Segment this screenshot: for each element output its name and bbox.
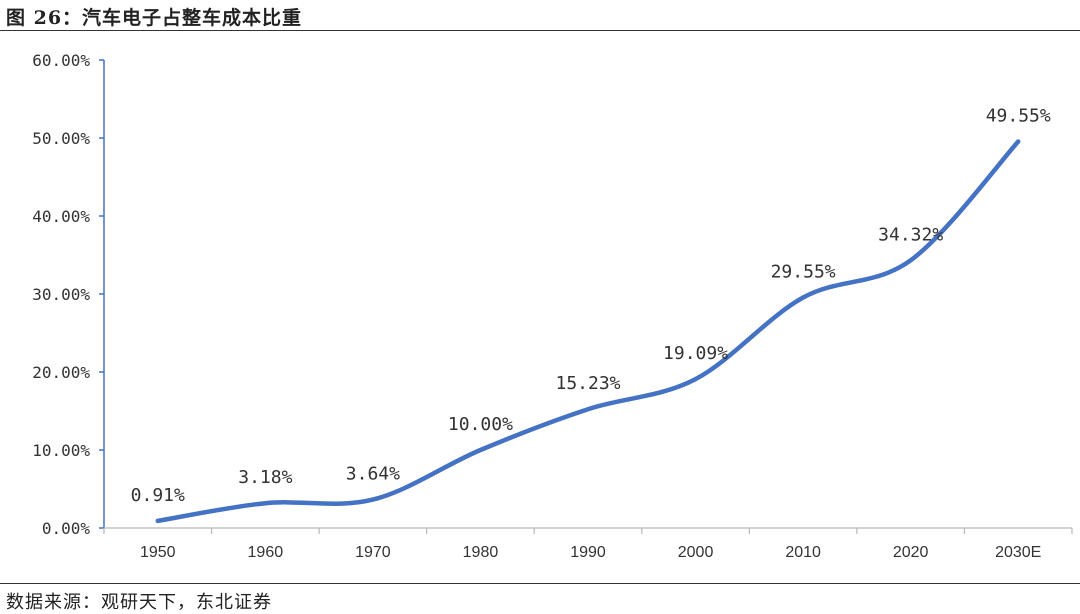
data-label: 29.55% <box>771 262 836 283</box>
y-tick-label: 40.00% <box>32 207 90 226</box>
x-tick-label: 1970 <box>355 544 391 561</box>
x-tick-label: 1960 <box>248 544 284 561</box>
data-label: 0.91% <box>131 485 185 506</box>
x-tick-label: 1990 <box>570 544 606 561</box>
data-label: 49.55% <box>986 106 1051 127</box>
y-axis: 0.00% 10.00% 20.00% 30.00% 40.00% 50.00% 60.00… <box>32 51 105 538</box>
x-tick-label: 2030E <box>995 544 1041 561</box>
data-label: 15.23% <box>555 373 620 394</box>
y-tick-label: 20.00% <box>32 363 90 382</box>
data-label: 10.00% <box>448 414 513 435</box>
data-label: 3.64% <box>346 464 400 485</box>
x-tick-label: 2000 <box>678 544 714 561</box>
x-axis: 1950 1960 1970 1980 1990 2000 2010 2020 2030E <box>103 527 1073 561</box>
line-chart: 0.00% 10.00% 20.00% 30.00% 40.00% 50.00% 60.00… <box>32 51 1073 561</box>
y-tick-label: 0.00% <box>42 519 91 538</box>
top-divider <box>0 30 1080 31</box>
data-labels: 0.91% 3.18% 3.64% 10.00% 15.23% 19.09% 29.55% 3… <box>131 106 1051 506</box>
series-line <box>155 139 1021 524</box>
x-tick-label: 2020 <box>893 544 929 561</box>
data-label: 3.18% <box>238 467 292 488</box>
y-tick-label: 10.00% <box>32 441 90 460</box>
y-tick-label: 60.00% <box>32 51 90 70</box>
y-tick-label: 50.00% <box>32 129 90 148</box>
data-label: 34.32% <box>878 224 943 245</box>
bottom-divider <box>0 583 1080 584</box>
source-note: 数据来源：观研天下，东北证券 <box>6 592 272 613</box>
y-tick-label: 30.00% <box>32 285 90 304</box>
chart-title: 图 26：汽车电子占整车成本比重 <box>6 7 303 29</box>
x-tick-label: 1950 <box>140 544 176 561</box>
x-tick-label: 1980 <box>463 544 499 561</box>
series-line-group <box>155 139 1021 524</box>
data-label: 19.09% <box>663 343 728 364</box>
x-tick-label: 2010 <box>785 544 821 561</box>
